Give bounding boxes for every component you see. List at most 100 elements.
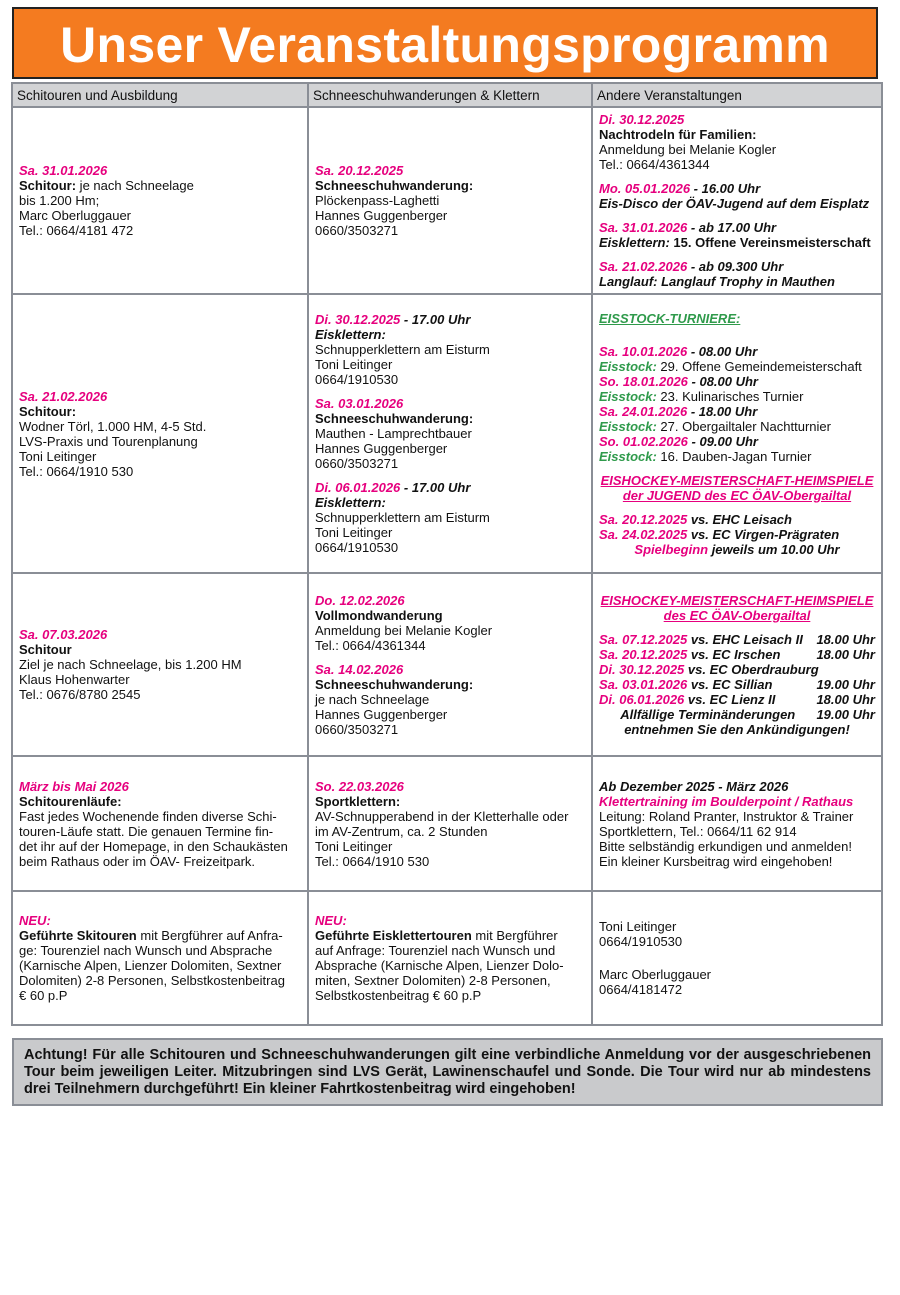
event-line: beim Rathaus oder im ÖAV- Freizeitpark. (19, 854, 301, 869)
event-line: Di. 06.01.2026 - 17.00 Uhr (315, 480, 585, 495)
event-text: - ab 09.300 Uhr (687, 259, 784, 274)
event-text: 0664/1910530 (315, 372, 399, 387)
event-line: der JUGEND des EC ÖAV-Obergailtal (599, 488, 875, 503)
event-cell: März bis Mai 2026 Schitourenläufe: Fast je… (11, 755, 309, 892)
event-text: Tel.: 0664/1910 530 (19, 463, 134, 479)
event-text: 0660/3503271 (315, 721, 399, 737)
event-line: touren-Läufe statt. Die genauen Termine … (19, 824, 301, 839)
event-line: Toni Leitinger (315, 839, 585, 854)
event-line: Tel.: 0664/4361344 (599, 157, 875, 172)
event-date: Sa. 21.02.2026 (19, 388, 108, 404)
event-text: Tel.: 0664/4361344 (315, 637, 426, 653)
event-text: jeweils um 10.00 Uhr (708, 541, 840, 557)
event-text: 0660/3503271 (315, 456, 399, 471)
event-line: Sa. 03.01.2026 (315, 396, 585, 411)
event-text: Anmeldung bei Melanie Kogler (315, 622, 493, 638)
event-line: Toni Leitinger (315, 357, 585, 372)
event-text: Plöckenpass-Laghetti (315, 193, 440, 208)
event-text: 27. Obergailtaler Nachtturnier (656, 418, 831, 434)
event-line: So. 01.02.2026 - 09.00 Uhr (599, 434, 875, 449)
event-line: Sa. 10.01.2026 - 08.00 Uhr (599, 344, 875, 359)
event-line: Hannes Guggenberger (315, 441, 585, 456)
event-text: Schnupperklettern am Eisturm (315, 342, 490, 357)
event-text: auf Anfrage: Tourenziel nach Wunsch und (315, 943, 556, 958)
spacer (599, 958, 875, 967)
event-text: Eisklettern: (599, 235, 670, 250)
event-line: Tel.: 0664/1910 530 (19, 464, 301, 479)
event-line: EISSTOCK-TURNIERE: (599, 311, 875, 326)
event-cell: NEU: Geführte Eisklettertouren mit Bergfü… (307, 890, 593, 1026)
event-date: So. 18.01.2026 (599, 373, 688, 389)
event-line: Ziel je nach Schneelage, bis 1.200 HM (19, 657, 301, 672)
table-row: Sa. 07.03.2026 Schitour Ziel je nach Schne… (11, 572, 883, 757)
event-line: EISHOCKEY-MEISTERSCHAFT-HEIMSPIELE (599, 473, 875, 488)
event-text: Geführte Eisklettertouren (315, 928, 472, 943)
event-text: Schneeschuhwanderung: (315, 178, 474, 193)
event-line: Anmeldung bei Melanie Kogler (599, 142, 875, 157)
event-line: Do. 12.02.2026 (315, 593, 585, 608)
event-line: Schnupperklettern am Eisturm (315, 342, 585, 357)
event-text: Toni Leitinger (315, 357, 393, 372)
event-text: vs. EHC Leisach II (687, 631, 803, 647)
event-text: Sportklettern, Tel.: 0664/11 62 914 (599, 823, 797, 839)
event-line: Eisstock: 23. Kulinarisches Turnier (599, 389, 875, 404)
event-text: € 60 p.P (19, 988, 68, 1003)
event-text: Nachtrodeln für Familien: (599, 127, 757, 142)
event-cell: Di. 30.12.2025 - 17.00 Uhr Eisklettern: Sc… (307, 293, 593, 574)
event-text: bis 1.200 Hm; (19, 193, 100, 208)
notice-box: Achtung! Für alle Schitouren und Schnees… (12, 1038, 883, 1106)
event-text: - ab 17.00 Uhr (687, 220, 777, 235)
event-text: entnehmen Sie den Ankündigungen! (624, 721, 850, 737)
event-line: 0664/1910530 (599, 934, 875, 949)
event-text: Langlauf: Langlauf Trophy in Mauthen (599, 274, 835, 289)
event-line: Tel.: 0676/8780 2545 (19, 687, 301, 702)
spacer (599, 211, 875, 220)
event-line: Schitour: je nach Schneelage (19, 178, 301, 193)
event-text: vs. EC Irschen (687, 646, 781, 662)
event-line: auf Anfrage: Tourenziel nach Wunsch und (315, 943, 585, 958)
event-line: AV-Schnupperabend in der Kletterhalle od… (315, 809, 585, 824)
event-text: Toni Leitinger (315, 525, 393, 540)
event-line: Di. 30.12.2025 - 17.00 Uhr (315, 312, 585, 327)
event-text: LVS-Praxis und Tourenplanung (19, 433, 198, 449)
event-line: Sa. 20.12.2025 vs. EC Irschen 18.00 Uhr (599, 647, 875, 662)
event-line: Di. 30.12.2025 (599, 112, 875, 127)
event-line: Schitour (19, 642, 301, 657)
event-cell: NEU: Geführte Skitouren mit Bergführer au… (11, 890, 309, 1026)
event-text: Marc Oberluggauer (599, 967, 711, 982)
event-date: Sa. 31.01.2026 (19, 163, 108, 178)
event-text: - 08.00 Uhr (687, 343, 758, 359)
event-text: 0664/4181472 (599, 982, 683, 997)
table-row: Sa. 31.01.2026 Schitour: je nach Schneela… (11, 106, 883, 295)
event-line: Marc Oberluggauer (19, 208, 301, 223)
event-line: Toni Leitinger (315, 525, 585, 540)
event-line: Sa. 31.01.2026 (19, 163, 301, 178)
event-date: Sa. 03.01.2026 (315, 396, 404, 411)
spacer (599, 949, 875, 958)
event-text: der JUGEND des EC ÖAV-Obergailtal (622, 487, 852, 503)
event-text: Hannes Guggenberger (315, 706, 448, 722)
event-line: € 60 p.P (19, 988, 301, 1003)
event-date: Sa. 20.12.2025 (599, 646, 688, 662)
event-text: AV-Schnupperabend in der Kletterhalle od… (315, 808, 569, 824)
event-text: Schitour: (19, 178, 77, 193)
event-text: mit Bergführer (471, 928, 558, 943)
event-text: Schneeschuhwanderung: (315, 411, 474, 426)
event-line: Mauthen - Lamprechtbauer (315, 426, 585, 441)
event-text: touren-Läufe statt. Die genauen Termine … (19, 823, 274, 839)
event-date: Sa. 10.01.2026 (599, 343, 688, 359)
column-header-schneeschuh: Schneeschuhwanderungen & Klettern (307, 82, 593, 108)
table-row: NEU: Geführte Skitouren mit Bergführer au… (11, 890, 883, 1026)
event-text: Klaus Hohenwarter (19, 672, 130, 687)
event-line: Sa. 07.03.2026 (19, 627, 301, 642)
event-line: Sa. 14.02.2026 (315, 662, 585, 677)
spacer (599, 503, 875, 512)
event-text: Schitourenläufe: (19, 793, 122, 809)
event-time: 18.00 Uhr (816, 646, 875, 662)
event-date: Di. 06.01.2026 (599, 691, 685, 707)
event-cell: EISHOCKEY-MEISTERSCHAFT-HEIMSPIELE des EC… (591, 572, 883, 757)
event-line: bis 1.200 Hm; (19, 193, 301, 208)
event-text: Allfällige Terminänderungen (620, 706, 796, 722)
event-line: Sa. 20.12.2025 vs. EHC Leisach (599, 512, 875, 527)
event-line: 0664/1910530 (315, 372, 585, 387)
